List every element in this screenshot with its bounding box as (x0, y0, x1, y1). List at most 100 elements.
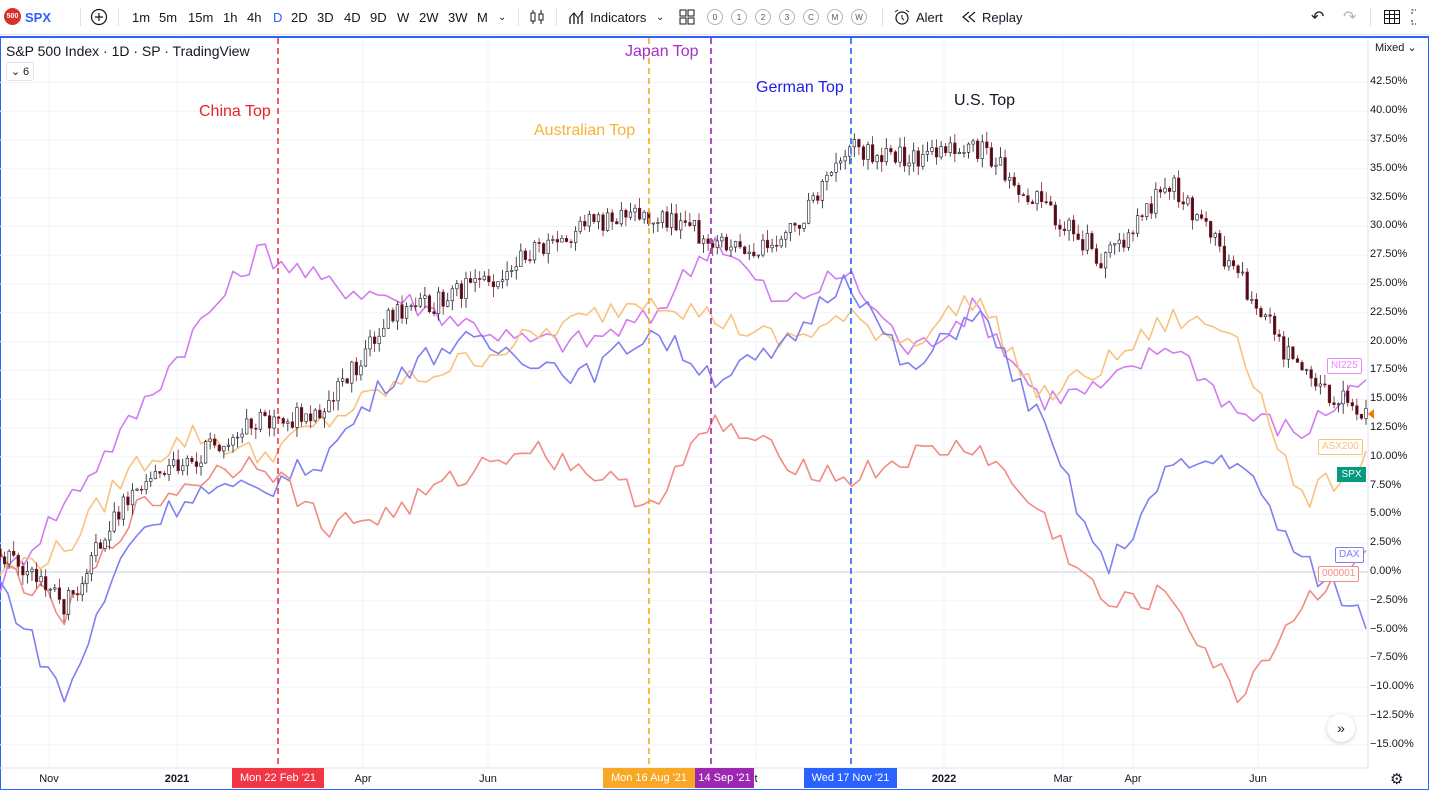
interval-2d-button[interactable]: 2D (291, 9, 308, 25)
candle-body (1364, 408, 1368, 419)
candle-body (925, 150, 930, 155)
price-axis-label: −7.50% (1370, 651, 1408, 664)
candle-body (601, 214, 605, 231)
candle-body (208, 438, 212, 442)
candle-body (1314, 377, 1318, 387)
chart-annotation[interactable]: Australian Top (534, 122, 636, 139)
candle-body (354, 361, 358, 376)
candle-body (377, 335, 381, 344)
indicators-button[interactable]: Indicators (568, 0, 646, 34)
interval-4h-button[interactable]: 4h (247, 9, 262, 25)
indicators-dropdown-icon[interactable]: ⌄ (656, 11, 665, 23)
date-marker-tag: 14 Sep '21 (695, 768, 754, 788)
interval-dropdown-icon[interactable]: ⌄ (498, 11, 507, 23)
layout-slot-1-button[interactable]: 1 (731, 0, 747, 34)
candle-body (934, 147, 939, 158)
interval-w-button[interactable]: W (397, 9, 410, 25)
candle-body (1209, 221, 1213, 238)
candle-body (1026, 195, 1030, 203)
candle-body (852, 139, 856, 148)
indicator-count: 6 (23, 65, 30, 78)
candle-body (889, 148, 893, 153)
chart-annotation[interactable]: Japan Top (625, 43, 699, 60)
series-line-ni225 (0, 236, 1367, 594)
top-toolbar: 500 SPX 1m 5m 15m 1h 4h D 2D 3D 4D 9D W 2W 3W M ⌄ Ind… (0, 0, 1429, 35)
candle-body (1222, 245, 1226, 267)
interval-1m-button[interactable]: 1m (132, 9, 151, 25)
layout-slot-m-button[interactable]: M (827, 0, 843, 34)
interval-4d-button[interactable]: 4D (344, 9, 361, 25)
scroll-to-realtime-button[interactable]: » (1327, 714, 1355, 742)
scale-mode-dropdown[interactable]: Mixed ⌄ (1375, 42, 1417, 54)
layouts-button[interactable] (678, 0, 696, 34)
interval-15m-button[interactable]: 15m (188, 9, 214, 25)
candle-body (478, 278, 482, 280)
candle-body (295, 407, 299, 428)
candle-body (857, 139, 861, 148)
candle-body (245, 418, 249, 435)
chart-annotation[interactable]: China Top (199, 103, 271, 120)
interval-2w-button[interactable]: 2W (419, 9, 439, 25)
candle-body (1204, 217, 1208, 222)
layout-slot-w-button[interactable]: W (851, 0, 867, 34)
candle-body (172, 459, 176, 466)
chart-annotation[interactable]: German Top (756, 79, 844, 96)
candle-body (391, 309, 395, 322)
chart-annotation[interactable]: U.S. Top (954, 92, 1016, 109)
interval-5m-button[interactable]: 5m (159, 9, 178, 25)
candle-body (761, 239, 765, 256)
candle-body (313, 409, 317, 422)
interval-d-button[interactable]: D (273, 9, 283, 25)
candle-body (797, 224, 802, 229)
price-axis-label: −10.00% (1370, 680, 1414, 693)
candle-body (341, 378, 345, 382)
alert-button[interactable]: Alert (893, 0, 943, 34)
candle-body (633, 207, 637, 213)
price-axis-label: 2.50% (1370, 536, 1402, 549)
symbol-search-button[interactable]: SPX (25, 9, 52, 25)
interval-1h-button[interactable]: 1h (223, 9, 238, 25)
replay-label: Replay (982, 9, 1023, 25)
interval-9d-button[interactable]: 9D (370, 9, 387, 25)
settings-gear-icon[interactable]: ⚙ (1390, 771, 1404, 788)
candle-body (1163, 187, 1167, 193)
candle-body (1135, 215, 1140, 234)
interval-m-button[interactable]: M (477, 9, 488, 25)
candle-body (1030, 201, 1035, 204)
candle-body (57, 587, 61, 600)
candle-body (1282, 336, 1286, 360)
candle-body (660, 211, 665, 223)
candle-body (368, 336, 372, 350)
compare-symbol-button[interactable] (90, 0, 108, 34)
candle-body (1049, 201, 1053, 206)
layout-slot-0-button[interactable]: 0 (707, 0, 723, 34)
candle-body (144, 481, 148, 490)
candle-body (235, 436, 240, 439)
layout-slot-2-button[interactable]: 2 (755, 0, 771, 34)
candle-body (345, 378, 349, 384)
fullscreen-button[interactable] (1411, 0, 1427, 34)
chart-type-button[interactable] (528, 0, 546, 34)
layout-slot-c-button[interactable]: C (803, 0, 819, 34)
undo-icon[interactable]: ↶ (1311, 9, 1325, 26)
interval-3w-button[interactable]: 3W (448, 9, 468, 25)
indicators-icon (569, 10, 584, 24)
candle-body (610, 212, 614, 222)
legend-collapse-button[interactable]: ⌄ 6 (6, 62, 34, 81)
price-axis-label: 30.00% (1370, 219, 1408, 232)
candle-body (1131, 232, 1135, 235)
series-line-dax (0, 274, 1367, 703)
replay-button[interactable]: Replay (960, 0, 1022, 34)
layout-slot-3-button[interactable]: 3 (779, 0, 795, 34)
candle-body (327, 400, 331, 413)
redo-icon[interactable]: ↷ (1343, 9, 1357, 26)
candle-body (1003, 157, 1007, 181)
candle-body (619, 209, 623, 225)
object-tree-button[interactable] (1383, 0, 1401, 34)
candle-body (701, 238, 706, 244)
candle-body (811, 195, 815, 201)
interval-3d-button[interactable]: 3D (317, 9, 334, 25)
candle-body (592, 214, 596, 222)
candle-body (1062, 228, 1067, 231)
